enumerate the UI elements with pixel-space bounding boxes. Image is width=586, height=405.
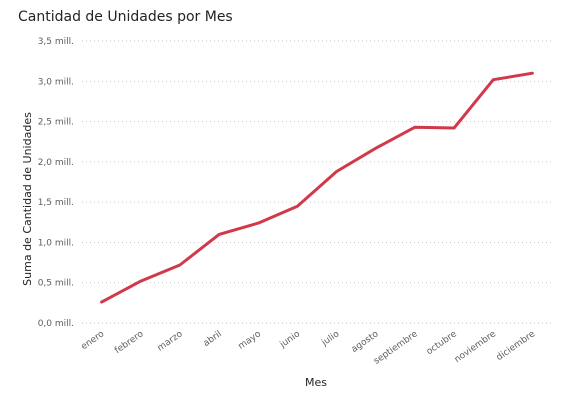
y-axis-ticks: 0,0 mill. 0,5 mill. 1,0 mill. 1,5 mill. 2,0 … [38, 37, 74, 329]
series-line[interactable] [100, 71, 534, 304]
x-tick-label: julio [319, 329, 341, 349]
y-tick-label: 2,5 mill. [38, 118, 74, 128]
y-tick-label: 3,5 mill. [38, 37, 74, 47]
data-point[interactable] [372, 144, 380, 152]
series-group [98, 69, 536, 306]
x-tick-label: enero [79, 329, 106, 352]
data-point[interactable] [176, 261, 184, 269]
x-axis-title: Mes [305, 376, 327, 389]
data-point[interactable] [137, 277, 145, 285]
x-tick-label: junio [278, 329, 303, 351]
x-tick-label: abril [202, 329, 224, 349]
data-point[interactable] [489, 76, 497, 84]
y-axis-title: Suma de Cantidad de Unidades [21, 112, 34, 286]
x-tick-label: agosto [350, 329, 381, 355]
gridlines [82, 40, 552, 324]
data-point[interactable] [254, 219, 262, 227]
y-tick-label: 3,0 mill. [38, 77, 74, 87]
y-tick-label: 2,0 mill. [38, 158, 74, 168]
data-point[interactable] [215, 230, 223, 238]
data-point[interactable] [411, 123, 419, 131]
x-tick-label: septiembre [372, 329, 420, 367]
x-tick-label: octubre [425, 329, 459, 357]
y-tick-label: 0,0 mill. [38, 319, 74, 329]
x-tick-label: marzo [156, 329, 185, 354]
x-tick-label: diciembre [495, 329, 538, 363]
x-axis-ticks: enero febrero marzo abril mayo junio julio agos… [79, 329, 537, 367]
x-tick-label: noviembre [453, 329, 499, 365]
x-tick-label: mayo [237, 329, 264, 352]
y-tick-label: 0,5 mill. [38, 279, 74, 289]
chart-title: Cantidad de Unidades por Mes [18, 9, 233, 25]
y-tick-label: 1,0 mill. [38, 238, 74, 248]
data-point[interactable] [98, 298, 106, 306]
data-point[interactable] [293, 202, 301, 210]
data-point[interactable] [528, 69, 536, 77]
data-point[interactable] [333, 168, 341, 176]
y-tick-label: 1,5 mill. [38, 198, 74, 208]
x-tick-label: febrero [113, 329, 146, 356]
data-point[interactable] [450, 124, 458, 132]
